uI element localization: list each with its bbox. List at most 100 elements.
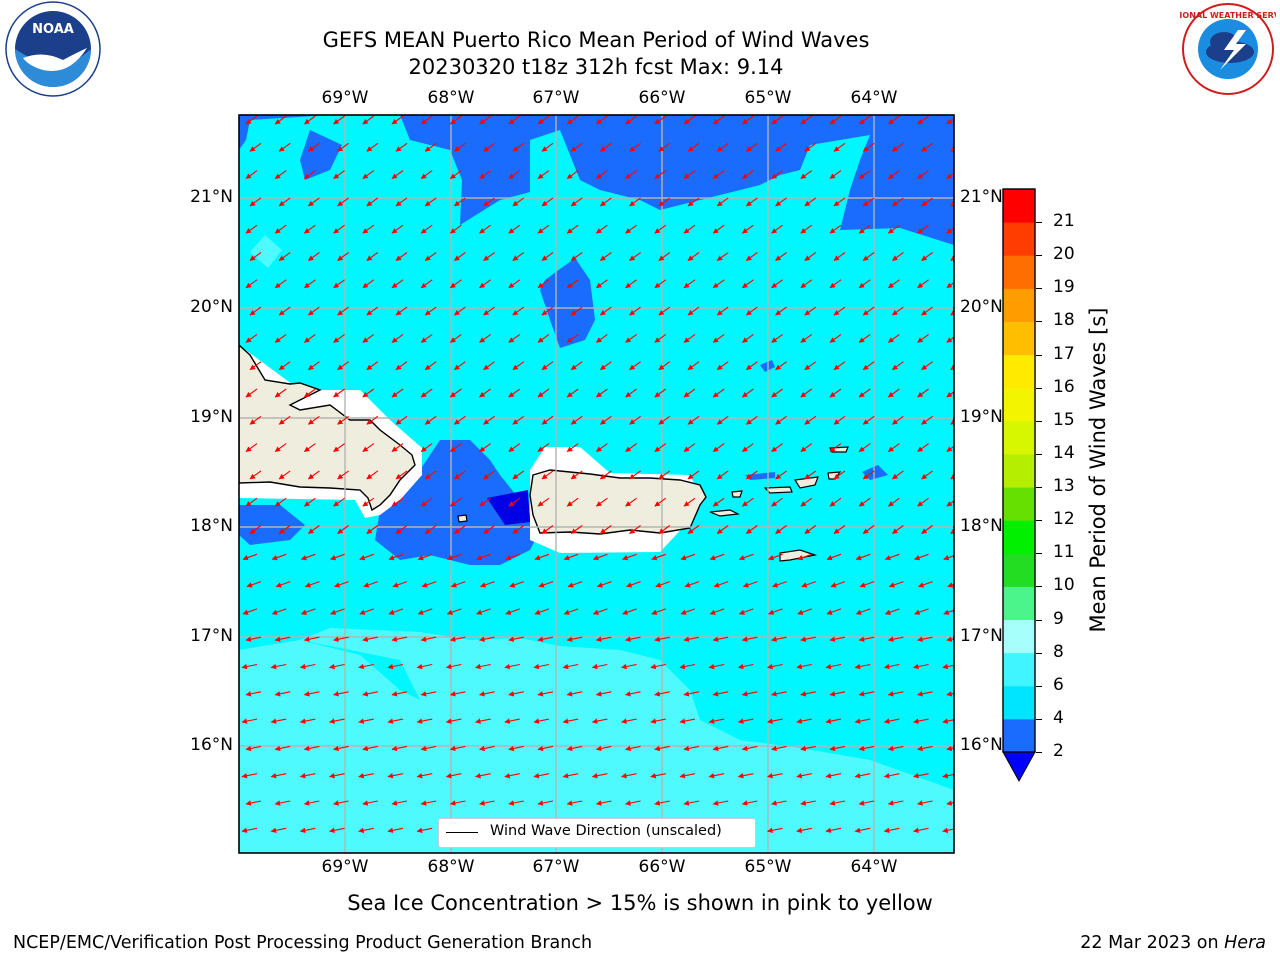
wind-wave-arrow — [858, 224, 871, 234]
colorbar-tick-mark — [1036, 453, 1042, 455]
wind-wave-arrow — [829, 115, 842, 125]
wind-wave-arrow — [362, 279, 375, 289]
wind-wave-arrow — [508, 279, 521, 289]
wind-wave-arrow — [505, 608, 520, 615]
wind-wave-arrow — [416, 663, 433, 670]
wind-wave-arrow — [741, 279, 754, 289]
wind-wave-arrow — [358, 718, 374, 724]
wind-wave-arrow — [249, 415, 262, 425]
wind-wave-arrow — [476, 553, 491, 561]
wind-wave-arrow — [687, 470, 700, 480]
wind-wave-arrow — [299, 663, 316, 670]
wind-wave-arrow — [420, 443, 433, 453]
wind-wave-arrow — [249, 142, 262, 152]
wind-wave-arrow — [950, 528, 954, 534]
colorbar-segment — [1003, 619, 1035, 654]
wind-wave-arrow — [917, 497, 929, 507]
wind-wave-arrow — [654, 443, 667, 453]
wind-wave-arrow — [658, 361, 671, 371]
wind-wave-arrow — [887, 800, 904, 806]
wind-wave-arrow — [599, 525, 612, 534]
wind-wave-arrow — [742, 581, 758, 588]
wind-wave-arrow — [629, 470, 641, 480]
wind-wave-arrow — [391, 443, 404, 453]
wind-wave-arrow — [716, 252, 729, 261]
colorbar-segment — [1003, 718, 1035, 753]
wind-wave-arrow — [825, 773, 842, 779]
wind-wave-arrow — [274, 388, 287, 398]
wind-wave-arrow — [683, 115, 696, 125]
wind-wave-arrow — [950, 146, 954, 152]
wind-wave-arrow — [767, 663, 783, 670]
wind-wave-arrow — [891, 197, 904, 207]
wind-wave-arrow — [683, 800, 700, 806]
wind-wave-arrow — [858, 745, 875, 752]
wind-wave-arrow — [829, 279, 842, 289]
wind-wave-arrow — [741, 497, 754, 507]
wind-wave-arrow — [917, 443, 929, 453]
wind-wave-arrow — [538, 581, 554, 588]
colorbar-tick-mark — [1036, 387, 1042, 389]
wind-wave-arrow — [307, 470, 320, 480]
wind-wave-arrow — [591, 663, 608, 670]
colorbar-label: Mean Period of Wind Waves [s] — [1086, 307, 1110, 633]
wind-wave-arrow — [595, 800, 612, 806]
wind-wave-arrow — [362, 224, 375, 234]
wind-wave-arrow — [445, 718, 462, 724]
wind-wave-arrow — [862, 142, 875, 152]
wind-wave-arrow — [771, 279, 783, 289]
wind-wave-arrow — [420, 279, 433, 289]
wind-wave-arrow — [655, 581, 670, 588]
wind-wave-arrow — [768, 553, 783, 561]
wind-wave-arrow — [508, 115, 521, 125]
wind-wave-arrow — [622, 553, 637, 561]
wind-wave-arrow — [771, 691, 787, 697]
wind-wave-arrow — [366, 361, 379, 371]
wind-wave-arrow — [387, 718, 404, 724]
wind-wave-arrow — [829, 800, 846, 806]
wind-wave-arrow — [475, 773, 491, 779]
wind-wave-arrow — [884, 553, 900, 561]
wind-wave-arrow — [712, 636, 729, 642]
wind-wave-arrow — [771, 388, 783, 398]
footer-date: 22 Mar 2023 on Hera — [1080, 933, 1266, 953]
wind-wave-arrow — [800, 170, 813, 180]
wind-wave-arrow — [416, 827, 433, 834]
wind-wave-arrow — [479, 115, 491, 125]
wind-wave-arrow — [504, 773, 520, 779]
wind-wave-arrow — [826, 608, 842, 615]
nws-ring-text: NATIONAL WEATHER SERVICE — [1180, 11, 1276, 20]
colorbar-segment — [1003, 222, 1035, 256]
wind-wave-arrow — [888, 581, 904, 588]
wind-wave-arrow — [658, 525, 671, 534]
wind-wave-arrow — [541, 525, 554, 534]
wind-wave-arrow — [629, 525, 641, 534]
wind-wave-arrow — [658, 252, 671, 261]
wind-wave-arrow — [453, 142, 466, 152]
wind-wave-arrow — [829, 691, 846, 697]
wind-wave-arrow — [274, 800, 291, 806]
wind-wave-arrow — [479, 279, 491, 289]
lon-label-bottom: 65°W — [744, 857, 792, 877]
wind-wave-arrow — [337, 470, 349, 480]
lat-label-left: 19°N — [190, 407, 233, 427]
wind-wave-arrow — [512, 252, 525, 261]
wind-wave-arrow — [249, 361, 262, 371]
wind-wave-arrow — [683, 497, 696, 507]
wind-wave-arrow — [395, 525, 408, 534]
wind-wave-arrow — [854, 827, 871, 834]
wind-wave-arrow — [943, 609, 954, 615]
wind-wave-arrow — [775, 306, 787, 316]
wind-wave-arrow — [745, 252, 758, 261]
wind-wave-arrow — [508, 636, 524, 642]
wind-wave-arrow — [771, 115, 783, 125]
wind-wave-arrow — [566, 800, 583, 806]
wind-wave-arrow — [858, 443, 871, 453]
wind-wave-arrow — [453, 415, 466, 425]
wind-wave-arrow — [391, 224, 404, 234]
wind-wave-arrow — [862, 525, 875, 534]
colorbar-tick-label: 14 — [1053, 442, 1075, 463]
wind-wave-arrow — [274, 745, 291, 752]
wind-wave-arrow — [278, 525, 291, 534]
wind-wave-arrow — [245, 224, 258, 234]
